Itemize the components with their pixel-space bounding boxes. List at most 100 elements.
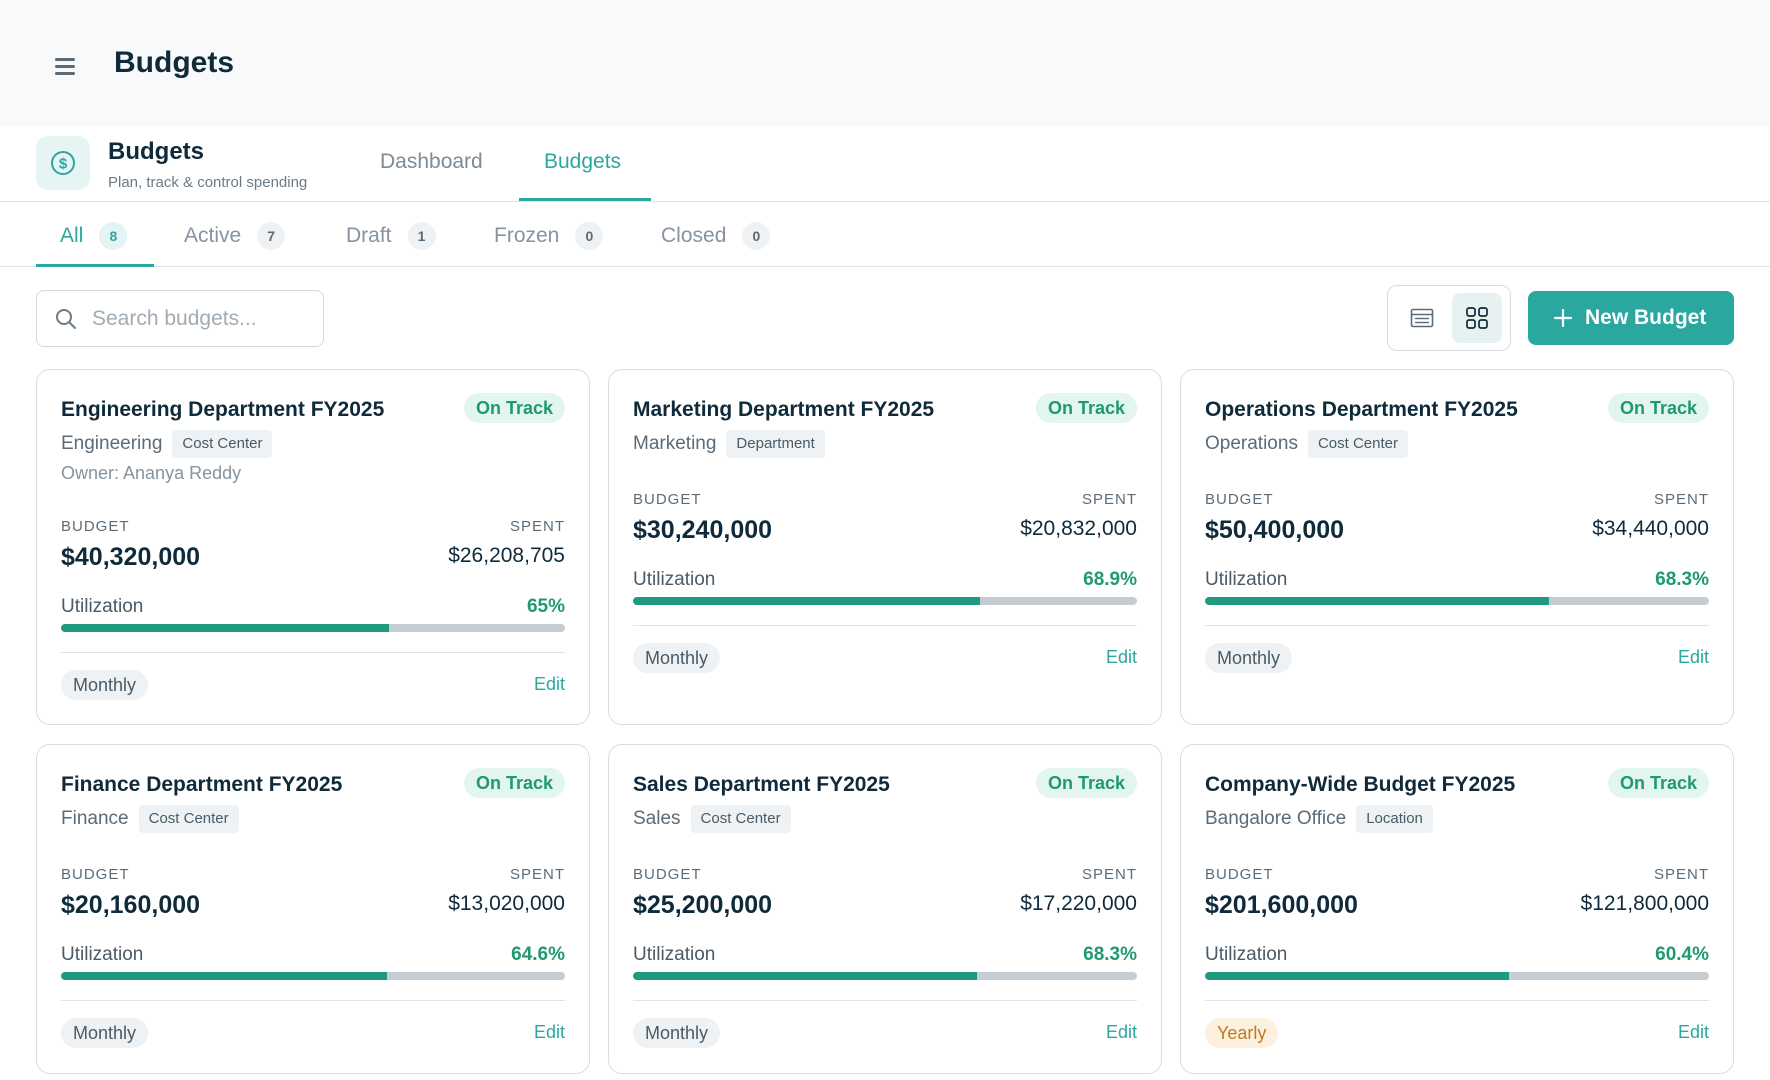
spent-label: SPENT <box>1081 866 1137 883</box>
filter-tab-active[interactable]: Active 7 <box>184 222 286 250</box>
filter-tab-label: Draft <box>346 224 392 247</box>
app-name: Budgets <box>108 138 204 165</box>
card-divider <box>1205 625 1709 626</box>
grid-view-button[interactable] <box>1452 293 1502 343</box>
utilization-bar <box>633 972 1137 980</box>
filter-count-badge: 8 <box>99 222 128 250</box>
budget-card[interactable]: Operations Department FY2025 On Track Op… <box>1180 369 1734 725</box>
utilization-bar-fill <box>61 624 389 632</box>
utilization-percent: 68.9% <box>1083 569 1137 590</box>
budget-label: BUDGET <box>633 866 702 883</box>
tab-dashboard[interactable]: Dashboard <box>380 150 483 173</box>
edit-link[interactable]: Edit <box>1105 647 1137 667</box>
app-subtitle: Plan, track & control spending <box>108 174 308 191</box>
tab-budgets[interactable]: Budgets <box>544 150 622 173</box>
budget-card[interactable]: Sales Department FY2025 On Track Sales C… <box>608 744 1162 1074</box>
svg-text:$: $ <box>59 156 68 173</box>
budget-type-tag: Cost Center <box>1307 430 1408 458</box>
spent-amount: $26,208,705 <box>448 544 565 567</box>
spent-label: SPENT <box>509 866 565 883</box>
budget-type-tag: Cost Center <box>690 805 791 833</box>
utilization-label: Utilization <box>61 944 144 965</box>
dollar-circle-icon: $ <box>36 136 90 190</box>
period-badge: Monthly <box>633 1018 721 1048</box>
filter-tab-label: Active <box>184 224 242 247</box>
budget-amount: $25,200,000 <box>633 891 773 919</box>
edit-link[interactable]: Edit <box>533 1022 565 1042</box>
card-divider <box>61 1000 565 1001</box>
edit-link[interactable]: Edit <box>1105 1022 1137 1042</box>
budget-card[interactable]: Finance Department FY2025 On Track Finan… <box>36 744 590 1074</box>
filter-tab-label: Closed <box>661 224 727 247</box>
utilization-label: Utilization <box>633 569 716 590</box>
utilization-bar-fill <box>633 972 978 980</box>
period-badge: Monthly <box>61 670 149 700</box>
budget-meta: Marketing Department <box>633 430 825 458</box>
edit-link[interactable]: Edit <box>533 674 565 694</box>
budget-label: BUDGET <box>633 491 702 508</box>
budget-owner: Owner: Ananya Reddy <box>61 463 242 483</box>
spent-amount: $121,800,000 <box>1580 892 1709 915</box>
list-view-icon <box>1410 308 1434 328</box>
budget-meta: Operations Cost Center <box>1205 430 1408 458</box>
department-name: Operations <box>1205 433 1298 454</box>
department-name: Finance <box>61 808 129 829</box>
utilization-label: Utilization <box>1205 944 1288 965</box>
budget-label: BUDGET <box>1205 491 1274 508</box>
filter-count-badge: 1 <box>407 222 436 250</box>
budget-title: Finance Department FY2025 <box>61 773 343 796</box>
budget-type-tag: Cost Center <box>138 805 239 833</box>
budget-amount: $50,400,000 <box>1205 516 1345 544</box>
utilization-label: Utilization <box>1205 569 1288 590</box>
budget-title: Sales Department FY2025 <box>633 773 890 796</box>
card-divider <box>1205 1000 1709 1001</box>
list-view-button[interactable] <box>1397 293 1447 343</box>
view-toggle <box>1387 285 1511 351</box>
budget-card[interactable]: Engineering Department FY2025 On Track E… <box>36 369 590 725</box>
filter-tab-all[interactable]: All 8 <box>60 222 128 250</box>
status-badge: On Track <box>1607 768 1709 798</box>
filter-tab-closed[interactable]: Closed 0 <box>661 222 771 250</box>
utilization-bar <box>61 624 565 632</box>
budget-label: BUDGET <box>61 866 130 883</box>
budget-meta: Bangalore Office Location <box>1205 805 1433 833</box>
spent-label: SPENT <box>509 518 565 535</box>
period-badge: Yearly <box>1205 1018 1279 1048</box>
department-name: Bangalore Office <box>1205 808 1347 829</box>
budget-amount: $201,600,000 <box>1205 891 1358 919</box>
hamburger-menu-icon[interactable] <box>52 52 80 80</box>
status-badge: On Track <box>1035 393 1137 423</box>
budget-title: Marketing Department FY2025 <box>633 398 935 421</box>
budget-title: Operations Department FY2025 <box>1205 398 1518 421</box>
status-filter-tabs: All 8 Active 7 Draft 1 Frozen 0 Closed 0 <box>0 202 1770 267</box>
active-tab-indicator <box>519 198 651 201</box>
edit-link[interactable]: Edit <box>1677 1022 1709 1042</box>
spent-amount: $20,832,000 <box>1020 517 1137 540</box>
utilization-bar <box>1205 972 1709 980</box>
edit-link[interactable]: Edit <box>1677 647 1709 667</box>
search-input[interactable] <box>92 303 312 335</box>
budget-card[interactable]: Marketing Department FY2025 On Track Mar… <box>608 369 1162 725</box>
grid-view-icon <box>1466 307 1488 329</box>
spent-label: SPENT <box>1653 866 1709 883</box>
utilization-bar <box>61 972 565 980</box>
status-badge: On Track <box>1607 393 1709 423</box>
new-budget-button[interactable]: New Budget <box>1528 291 1734 345</box>
utilization-bar <box>1205 597 1709 605</box>
utilization-percent: 65% <box>526 596 565 617</box>
budget-card[interactable]: Company-Wide Budget FY2025 On Track Bang… <box>1180 744 1734 1074</box>
utilization-percent: 60.4% <box>1655 944 1709 965</box>
budget-label: BUDGET <box>61 518 130 535</box>
budget-title: Engineering Department FY2025 <box>61 398 385 421</box>
card-divider <box>61 652 565 653</box>
budget-amount: $20,160,000 <box>61 891 201 919</box>
department-name: Engineering <box>61 433 163 454</box>
budget-amount: $40,320,000 <box>61 543 201 571</box>
budget-meta: Engineering Cost Center <box>61 430 273 458</box>
period-badge: Monthly <box>1205 643 1293 673</box>
new-budget-label: New Budget <box>1585 306 1707 329</box>
spent-amount: $13,020,000 <box>448 892 565 915</box>
utilization-label: Utilization <box>633 944 716 965</box>
filter-tab-frozen[interactable]: Frozen 0 <box>494 222 604 250</box>
filter-tab-draft[interactable]: Draft 1 <box>346 222 436 250</box>
